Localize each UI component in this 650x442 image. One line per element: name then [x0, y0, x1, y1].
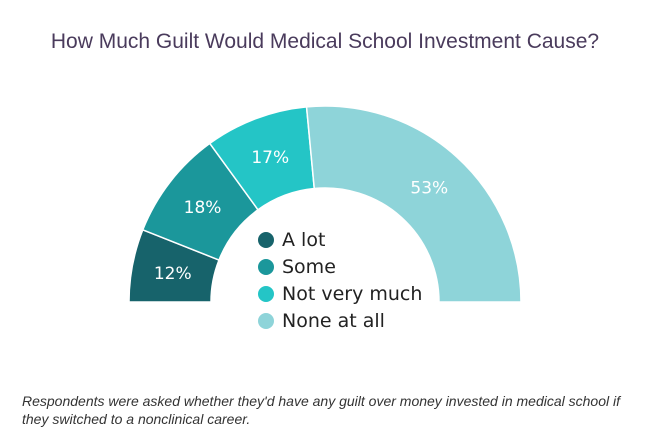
legend: A lot Some Not very much None at all: [258, 226, 422, 334]
legend-swatch: [258, 312, 274, 329]
data-label: 17%: [251, 148, 289, 168]
data-label: 18%: [184, 198, 222, 218]
legend-label: Some: [282, 255, 336, 278]
chart-title: How Much Guilt Would Medical School Inve…: [50, 30, 600, 53]
legend-swatch: [258, 231, 274, 248]
legend-label: None at all: [282, 309, 385, 332]
legend-label: Not very much: [282, 282, 423, 305]
legend-swatch: [258, 258, 274, 275]
legend-item-some: Some: [258, 253, 422, 280]
legend-item-not-very-much: Not very much: [258, 280, 422, 307]
slice-none-at-all: [305, 105, 522, 303]
legend-label: A lot: [282, 228, 326, 251]
legend-item-none-at-all: None at all: [258, 307, 422, 334]
legend-item-a-lot: A lot: [258, 226, 422, 253]
data-label: 12%: [154, 264, 192, 284]
footnote: Respondents were asked whether they'd ha…: [22, 393, 621, 427]
legend-swatch: [258, 285, 274, 302]
data-label: 53%: [410, 178, 448, 198]
